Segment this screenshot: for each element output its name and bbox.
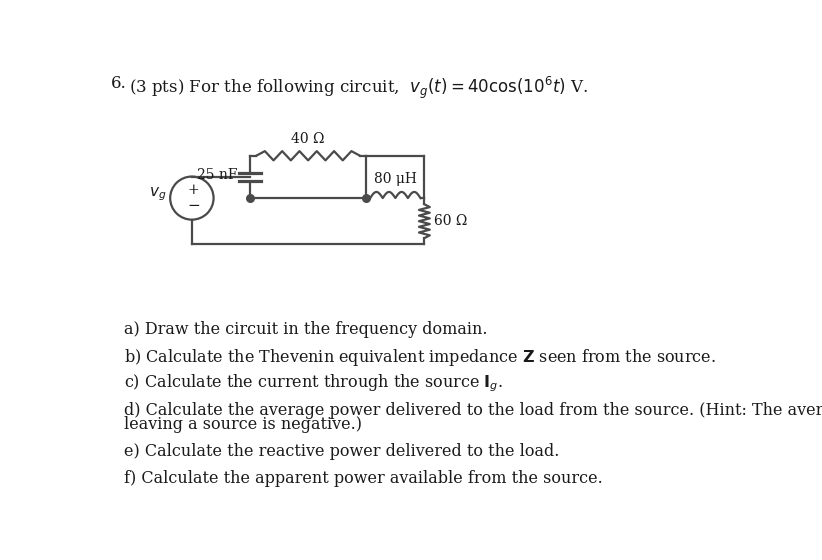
- Text: c) Calculate the current through the source $\mathbf{I}_g$.: c) Calculate the current through the sou…: [124, 372, 504, 394]
- Text: +: +: [187, 184, 199, 197]
- Text: 25 nF: 25 nF: [197, 169, 238, 183]
- Text: 40 Ω: 40 Ω: [291, 132, 325, 146]
- Text: leaving a source is negative.): leaving a source is negative.): [124, 416, 363, 433]
- Text: 60 Ω: 60 Ω: [434, 214, 467, 228]
- Text: 6.: 6.: [110, 75, 127, 92]
- Text: b) Calculate the Thevenin equivalent impedance $\mathbf{Z}$ seen from the source: b) Calculate the Thevenin equivalent imp…: [124, 347, 717, 368]
- Text: d) Calculate the average power delivered to the load from the source. (Hint: The: d) Calculate the average power delivered…: [124, 402, 822, 419]
- Text: 80 μH: 80 μH: [374, 172, 417, 186]
- Text: $v_g$: $v_g$: [149, 185, 166, 203]
- Text: −: −: [187, 199, 200, 213]
- Text: f) Calculate the apparent power available from the source.: f) Calculate the apparent power availabl…: [124, 470, 603, 487]
- Text: (3 pts) For the following circuit,  $v_g(t) = 40\cos(10^6 t)$ V.: (3 pts) For the following circuit, $v_g(…: [129, 75, 589, 101]
- Text: a) Draw the circuit in the frequency domain.: a) Draw the circuit in the frequency dom…: [124, 321, 488, 338]
- Text: e) Calculate the reactive power delivered to the load.: e) Calculate the reactive power delivere…: [124, 443, 560, 460]
